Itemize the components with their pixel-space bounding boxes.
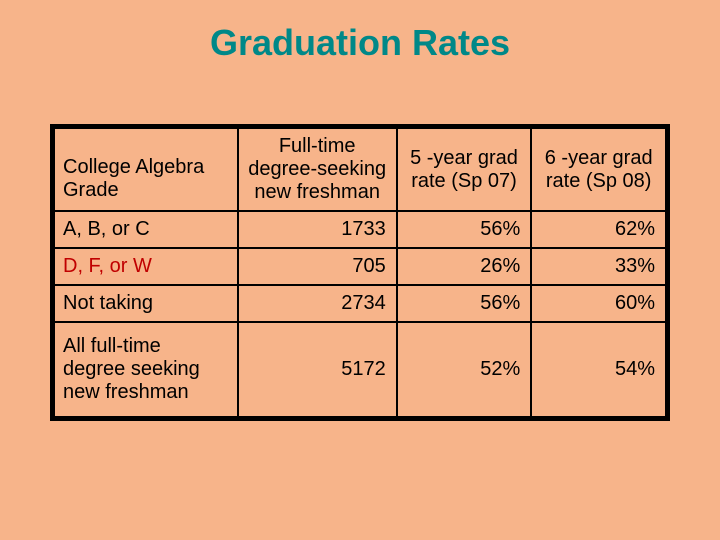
cell-grade: A, B, or C — [54, 211, 238, 248]
cell-fulltime: 2734 — [238, 285, 397, 322]
cell-fulltime: 1733 — [238, 211, 397, 248]
table-row: All full-time degree seeking new freshma… — [54, 322, 666, 417]
graduation-table-container: College Algebra Grade Full-time degree-s… — [50, 124, 670, 421]
cell-grade: All full-time degree seeking new freshma… — [54, 322, 238, 417]
cell-6yr: 54% — [531, 322, 666, 417]
cell-fulltime: 5172 — [238, 322, 397, 417]
table-row: Not taking 2734 56% 60% — [54, 285, 666, 322]
table-row: A, B, or C 1733 56% 62% — [54, 211, 666, 248]
table-header-row: College Algebra Grade Full-time degree-s… — [54, 128, 666, 211]
col-header-fulltime: Full-time degree-seeking new freshman — [238, 128, 397, 211]
graduation-table: College Algebra Grade Full-time degree-s… — [53, 127, 667, 418]
table-row: D, F, or W 705 26% 33% — [54, 248, 666, 285]
cell-6yr: 60% — [531, 285, 666, 322]
cell-5yr: 26% — [397, 248, 532, 285]
col-header-6yr: 6 -year grad rate (Sp 08) — [531, 128, 666, 211]
cell-5yr: 56% — [397, 211, 532, 248]
col-header-grade: College Algebra Grade — [54, 128, 238, 211]
col-header-5yr: 5 -year grad rate (Sp 07) — [397, 128, 532, 211]
cell-6yr: 62% — [531, 211, 666, 248]
page-title: Graduation Rates — [210, 22, 510, 64]
cell-5yr: 56% — [397, 285, 532, 322]
cell-fulltime: 705 — [238, 248, 397, 285]
cell-6yr: 33% — [531, 248, 666, 285]
cell-grade: D, F, or W — [54, 248, 238, 285]
cell-grade: Not taking — [54, 285, 238, 322]
cell-5yr: 52% — [397, 322, 532, 417]
